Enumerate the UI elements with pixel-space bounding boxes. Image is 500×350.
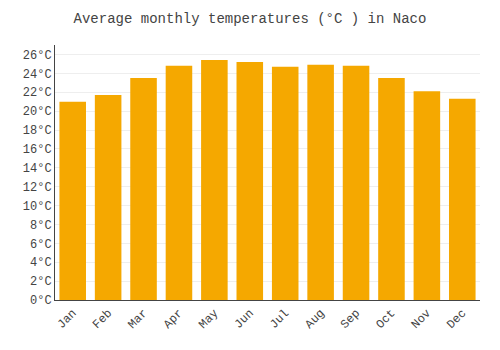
svg-text:12°C: 12°C — [23, 181, 52, 195]
svg-text:Sep: Sep — [338, 307, 363, 332]
svg-text:24°C: 24°C — [23, 68, 52, 82]
svg-text:Oct: Oct — [373, 307, 398, 332]
svg-text:14°C: 14°C — [23, 162, 52, 176]
svg-text:18°C: 18°C — [23, 124, 52, 138]
svg-text:Nov: Nov — [409, 307, 434, 332]
svg-text:Jul: Jul — [267, 307, 292, 332]
svg-text:Apr: Apr — [161, 307, 186, 332]
svg-text:6°C: 6°C — [30, 238, 52, 252]
svg-text:Jun: Jun — [232, 307, 257, 332]
svg-text:26°C: 26°C — [23, 49, 52, 63]
svg-text:8°C: 8°C — [30, 219, 52, 233]
svg-text:10°C: 10°C — [23, 200, 52, 214]
svg-text:Mar: Mar — [125, 307, 150, 332]
svg-text:16°C: 16°C — [23, 143, 52, 157]
svg-text:4°C: 4°C — [30, 256, 52, 270]
svg-text:0°C: 0°C — [30, 294, 52, 308]
svg-text:Average monthly temperatures (: Average monthly temperatures (°C ) in Na… — [74, 11, 427, 27]
svg-text:Feb: Feb — [90, 307, 115, 332]
svg-text:May: May — [196, 307, 221, 332]
svg-text:Dec: Dec — [444, 307, 469, 332]
svg-text:2°C: 2°C — [30, 275, 52, 289]
svg-text:22°C: 22°C — [23, 86, 52, 100]
svg-text:Jan: Jan — [55, 307, 80, 332]
svg-text:20°C: 20°C — [23, 105, 52, 119]
svg-text:Aug: Aug — [303, 307, 328, 332]
